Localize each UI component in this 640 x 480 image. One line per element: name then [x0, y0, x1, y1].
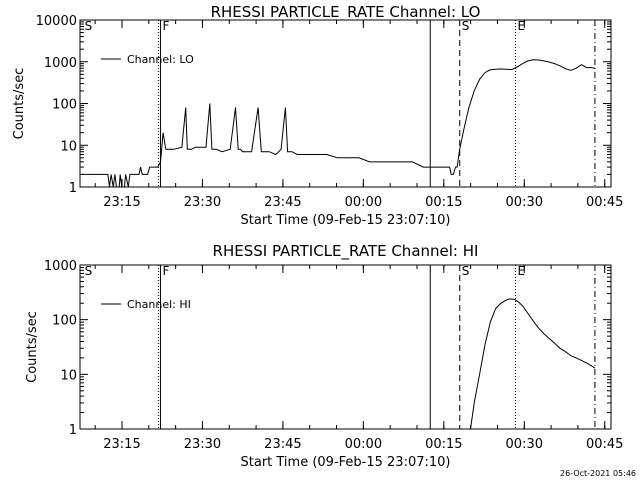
x-tick-label: 00:00 — [345, 437, 382, 452]
marker-label: S — [85, 264, 93, 278]
x-tick-label: 00:30 — [506, 437, 543, 452]
y-tick-label: 10 — [60, 368, 77, 383]
y-tick-label: 1 — [69, 423, 77, 438]
y-axis-label: Counts/sec — [12, 68, 27, 140]
series-line — [80, 59, 595, 188]
y-tick-label: 100 — [52, 314, 77, 329]
x-axis-label: Start Time (09-Feb-15 23:07:10) — [241, 213, 451, 228]
marker-label: F — [162, 19, 169, 33]
x-tick-label: 23:45 — [264, 437, 301, 452]
y-tick-label: 1 — [69, 181, 77, 196]
series-line — [470, 298, 596, 430]
x-tick-label: 00:30 — [506, 195, 543, 210]
marker-label: E — [518, 19, 526, 33]
plot-frame — [79, 264, 612, 430]
x-tick-label: 23:30 — [184, 195, 221, 210]
y-tick-label: 1000 — [44, 56, 77, 71]
y-tick-label: 1000 — [44, 259, 77, 274]
marker-label: E — [518, 264, 526, 278]
panel-lo: RHESSI PARTICLE_RATE Channel: LO Start Ti… — [12, 3, 623, 228]
marker-label: S — [462, 19, 470, 33]
generation-timestamp: 26-Oct-2021 05:46 — [560, 469, 636, 478]
x-tick-label: 23:30 — [184, 437, 221, 452]
x-tick-label: 00:15 — [425, 195, 462, 210]
x-tick-label: 00:45 — [586, 437, 623, 452]
x-tick-label: 00:00 — [345, 195, 382, 210]
marker-label: F — [162, 264, 169, 278]
x-tick-label: 00:45 — [586, 195, 623, 210]
x-tick-label: 23:15 — [103, 195, 140, 210]
x-tick-label: 23:15 — [103, 437, 140, 452]
legend-label: Channel: LO — [127, 53, 194, 66]
x-tick-label: 00:15 — [425, 437, 462, 452]
panel-hi: RHESSI PARTICLE_RATE Channel: HI Start Ti… — [25, 242, 623, 470]
x-axis-label: Start Time (09-Feb-15 23:07:10) — [241, 455, 451, 470]
chart-title: RHESSI PARTICLE_RATE Channel: HI — [213, 242, 479, 261]
marker-label: S — [85, 19, 93, 33]
legend-label: Channel: HI — [127, 298, 191, 311]
x-tick-label: 23:45 — [264, 195, 301, 210]
y-tick-label: 10 — [60, 139, 77, 154]
y-axis-label: Counts/sec — [25, 311, 40, 383]
chart-title: RHESSI PARTICLE_RATE Channel: LO — [211, 3, 481, 22]
marker-label: S — [462, 264, 470, 278]
y-tick-label: 10000 — [36, 14, 77, 29]
y-tick-label: 100 — [52, 98, 77, 113]
